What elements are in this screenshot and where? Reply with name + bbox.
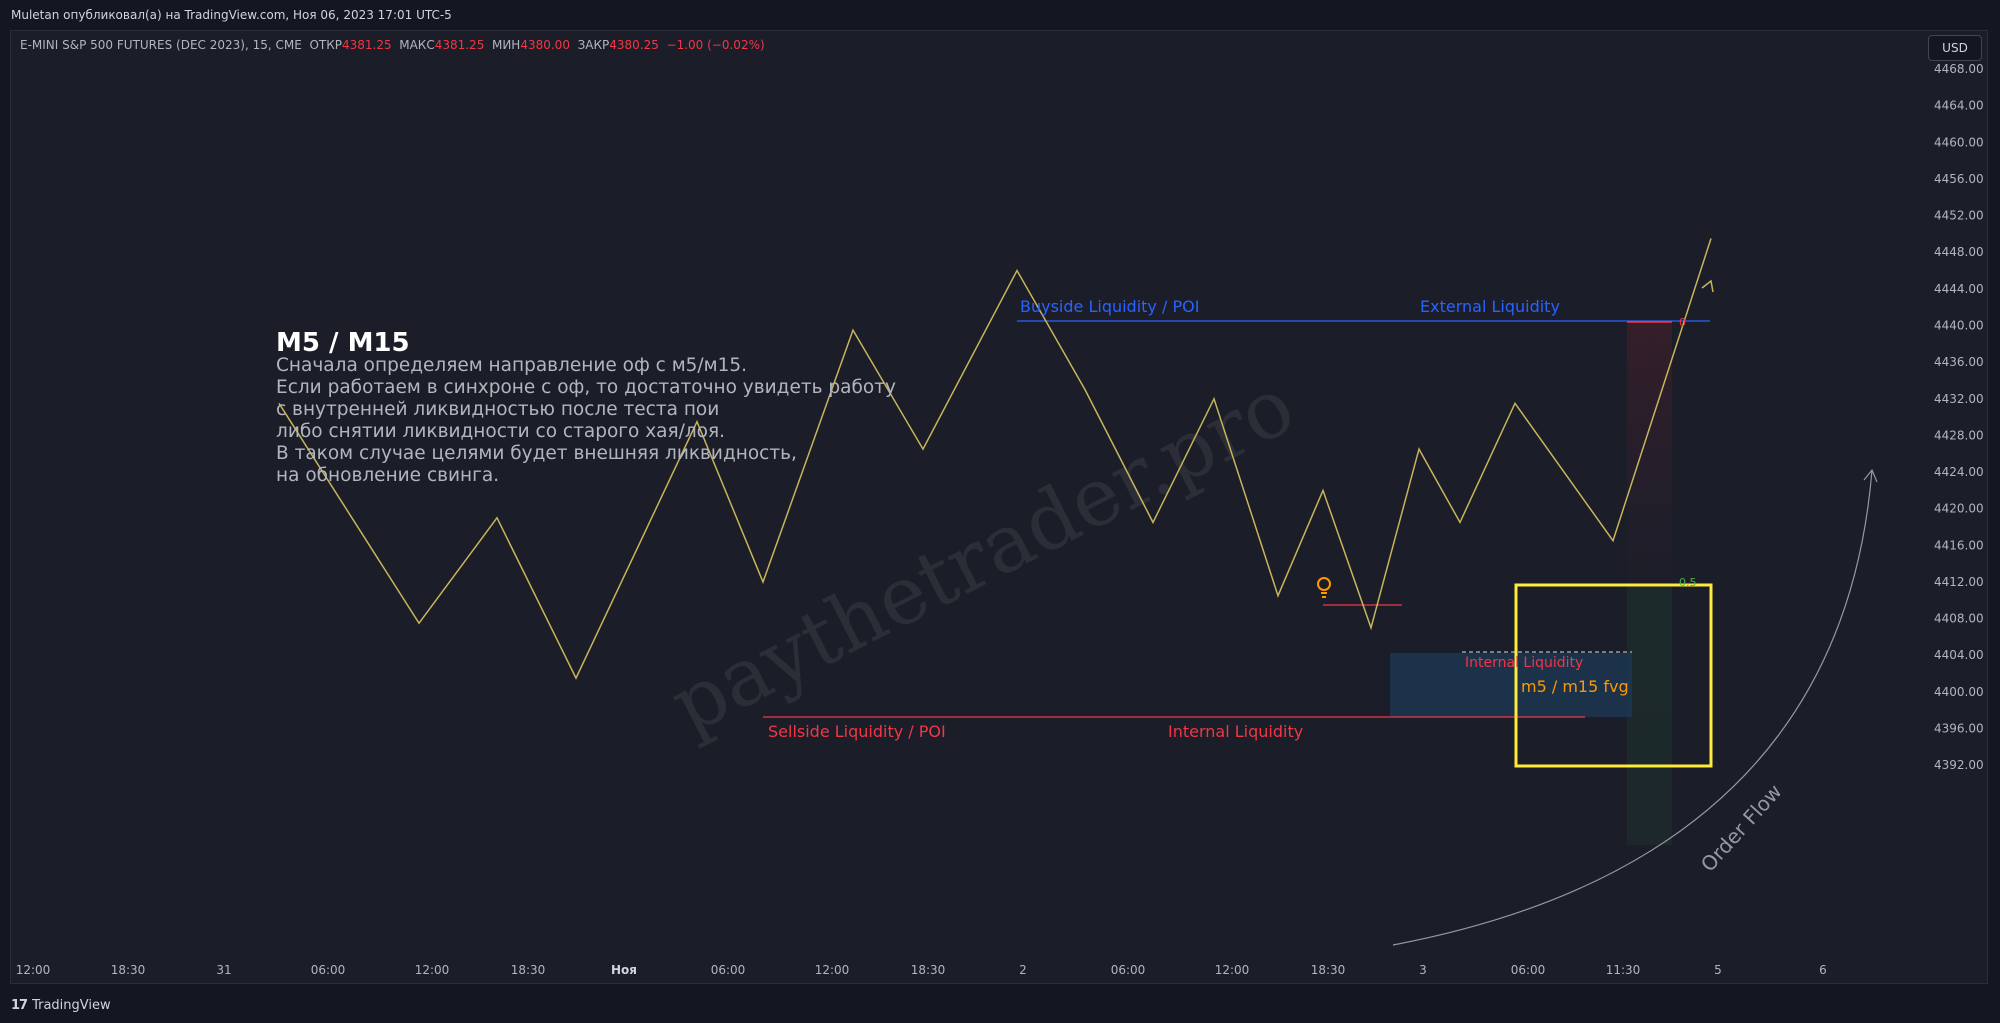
price-tick-label: 4424.00 <box>1934 465 1984 479</box>
annotation-line: Сначала определяем направление оф с м5/м… <box>276 355 748 376</box>
time-tick-label: 31 <box>216 963 231 977</box>
price-tick-label: 4456.00 <box>1934 172 1984 186</box>
price-tick-label: 4432.00 <box>1934 392 1984 406</box>
internal-liquidity-label: Internal Liquidity <box>1168 722 1303 741</box>
price-tick-label: 4436.00 <box>1934 355 1984 369</box>
time-tick-label: 18:30 <box>1311 963 1346 977</box>
lightbulb-icon[interactable] <box>1317 577 1331 598</box>
time-tick-label: 06:00 <box>311 963 346 977</box>
time-tick-label: 12:00 <box>415 963 450 977</box>
time-tick-label: 18:30 <box>111 963 146 977</box>
time-axis[interactable]: 12:00 18:30 31 06:00 12:00 18:30 Ноя 06:00 12:00… <box>16 963 1827 977</box>
price-tick-label: 4420.00 <box>1934 502 1984 516</box>
price-tick-label: 4448.00 <box>1934 245 1984 259</box>
tradingview-brand: TradingView <box>32 998 111 1013</box>
buyside-label: Buyside Liquidity / POI <box>1020 297 1199 316</box>
high-value: 4381.25 <box>434 38 485 52</box>
price-tick-label: 4468.00 <box>1934 62 1984 76</box>
annotation-line: с внутренней ликвидностью после теста по… <box>276 399 720 420</box>
discount-zone <box>1627 584 1672 845</box>
price-tick-label: 4404.00 <box>1934 648 1984 662</box>
price-tick-label: 4416.00 <box>1934 538 1984 552</box>
time-tick-label: 12:00 <box>16 963 51 977</box>
price-tick-label: 4444.00 <box>1934 282 1984 296</box>
time-tick-label: 06:00 <box>1111 963 1146 977</box>
open-label: ОТКР <box>309 38 342 52</box>
annotation-line: Если работаем в синхроне с оф, то достат… <box>276 377 896 398</box>
price-tick-label: 4464.00 <box>1934 99 1984 113</box>
price-tick-label: 4412.00 <box>1934 575 1984 589</box>
time-tick-label: 11:30 <box>1606 963 1641 977</box>
external-liquidity-label: External Liquidity <box>1420 297 1560 316</box>
highlight-box <box>1514 583 1713 768</box>
sellside-label: Sellside Liquidity / POI <box>768 722 946 741</box>
price-tick-label: 4452.00 <box>1934 209 1984 223</box>
publish-header: Muletan опубликовал(а) на TradingView.co… <box>0 0 2000 30</box>
premium-zone <box>1627 322 1672 584</box>
price-tick-label: 4408.00 <box>1934 612 1984 626</box>
fvg-zone <box>1390 653 1632 717</box>
price-axis[interactable]: 4468.00 4464.00 4460.00 4456.00 4452.00 4448.… <box>1934 62 1984 772</box>
time-tick-label: 18:30 <box>911 963 946 977</box>
symbol-legend: E-MINI S&P 500 FUTURES (DEC 2023), 15, C… <box>20 38 765 52</box>
tradingview-logo-icon: 17 <box>11 998 28 1013</box>
currency-button[interactable]: USD <box>1928 35 1982 61</box>
time-tick-label: 12:00 <box>1215 963 1250 977</box>
annotation-text: Сначала определяем направление оф с м5/м… <box>276 355 896 487</box>
fib-zero-label: 0 <box>1679 316 1686 329</box>
price-line <box>278 238 1712 680</box>
publish-info: Muletan опубликовал(а) на TradingView.co… <box>11 8 452 22</box>
low-value: 4380.00 <box>520 38 570 52</box>
time-tick-label: 6 <box>1819 963 1827 977</box>
time-tick-label: 06:00 <box>1511 963 1546 977</box>
annotation-line: на обновление свинга. <box>276 465 500 486</box>
low-label: МИН <box>491 38 521 52</box>
price-tick-label: 4440.00 <box>1934 318 1984 332</box>
time-tick-label: 5 <box>1714 963 1722 977</box>
order-flow-arrow <box>1392 469 1873 946</box>
change-value: −1.00 (−0.02%) <box>666 38 765 52</box>
price-tick-label: 4400.00 <box>1934 685 1984 699</box>
open-value: 4381.25 <box>341 38 392 52</box>
time-tick-label: 3 <box>1419 963 1427 977</box>
price-tick-label: 4460.00 <box>1934 135 1984 149</box>
price-tick-label: 4392.00 <box>1934 758 1984 772</box>
time-tick-label: Ноя <box>611 963 637 977</box>
time-tick-label: 06:00 <box>711 963 746 977</box>
time-tick-label: 18:30 <box>511 963 546 977</box>
time-tick-label: 12:00 <box>815 963 850 977</box>
footer: 17 TradingView <box>0 988 2000 1023</box>
time-tick-label: 2 <box>1019 963 1027 977</box>
trend-arrow-head <box>1701 279 1714 293</box>
annotation-title: M5 / M15 <box>276 328 410 358</box>
price-tick-label: 4428.00 <box>1934 428 1984 442</box>
close-label: ЗАКР <box>577 38 610 52</box>
order-flow-label: Order Flow <box>1696 779 1787 876</box>
fib-half-label: 0.5 <box>1679 576 1697 589</box>
tradingview-logo[interactable]: 17 TradingView <box>11 998 111 1013</box>
symbol-name: E-MINI S&P 500 FUTURES (DEC 2023), 15, C… <box>20 38 302 52</box>
annotation-line: либо снятии ликвидности со старого хая/л… <box>276 421 725 442</box>
high-label: МАКС <box>399 38 435 52</box>
close-value: 4380.25 <box>609 38 659 52</box>
internal-liquidity-upper-label: Internal Liquidity <box>1465 655 1583 671</box>
price-tick-label: 4396.00 <box>1934 722 1984 736</box>
annotation-line: В таком случае целями будет внешняя ликв… <box>276 443 797 464</box>
fvg-label: m5 / m15 fvg <box>1521 677 1629 696</box>
order-flow-arrow-head <box>1863 468 1878 483</box>
